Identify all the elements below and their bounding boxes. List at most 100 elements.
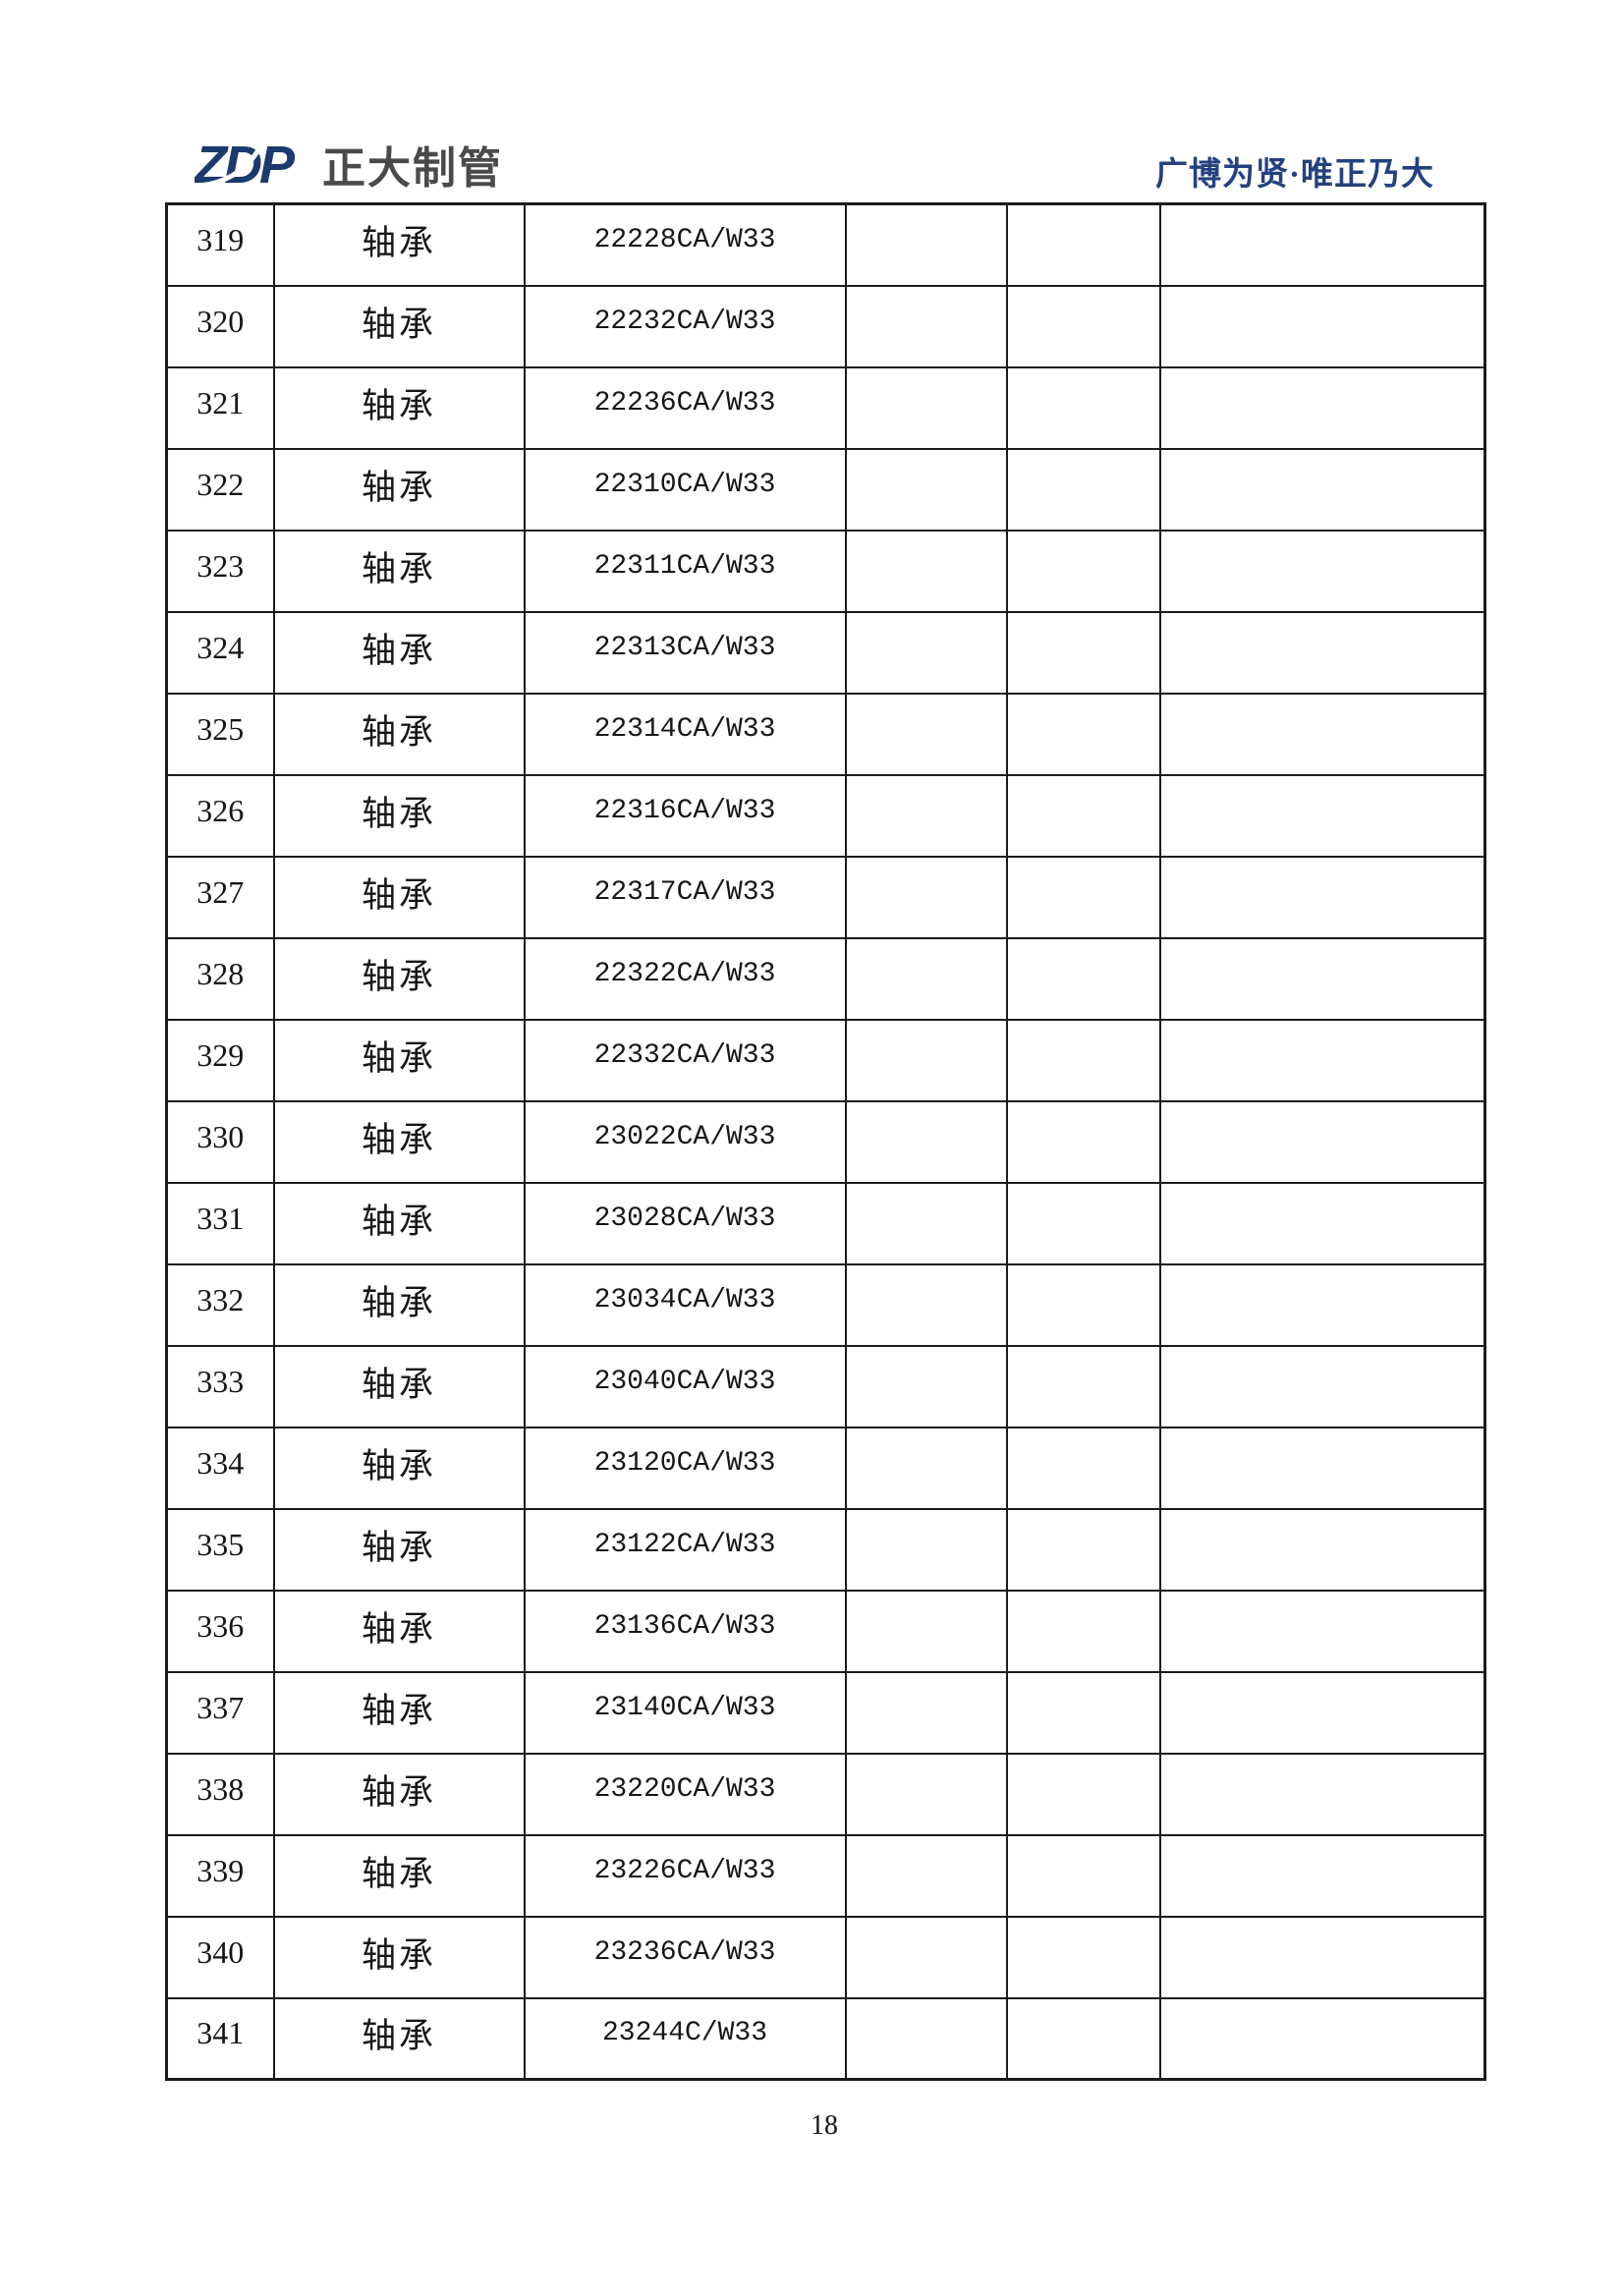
empty-cell-1 [844, 1344, 1008, 1428]
row-number-cell: 319 [165, 202, 275, 287]
empty-cell-1 [844, 1507, 1008, 1592]
model-cell: 23028CA/W33 [523, 1181, 847, 1265]
empty-cell-2 [1005, 447, 1161, 532]
empty-cell-2 [1005, 1670, 1161, 1755]
model-cell: 22232CA/W33 [523, 284, 847, 368]
item-name-cell: 轴承 [272, 1670, 526, 1755]
item-name-cell: 轴承 [272, 692, 526, 776]
row-number-cell: 338 [165, 1752, 275, 1836]
table-row: 338 轴承 23220CA/W33 [165, 1752, 1486, 1836]
empty-cell-2 [1005, 773, 1161, 858]
row-number-cell: 326 [165, 773, 275, 858]
model-cell: 22317CA/W33 [523, 855, 847, 939]
item-name-cell: 轴承 [272, 1507, 526, 1592]
row-number-cell: 323 [165, 529, 275, 613]
row-number-cell: 327 [165, 855, 275, 939]
empty-cell-1 [844, 1670, 1008, 1755]
empty-cell-3 [1158, 1996, 1486, 2081]
table-row: 332 轴承 23034CA/W33 [165, 1262, 1486, 1347]
model-cell: 23122CA/W33 [523, 1507, 847, 1592]
empty-cell-3 [1158, 284, 1486, 368]
empty-cell-3 [1158, 610, 1486, 695]
empty-cell-2 [1005, 692, 1161, 776]
row-number-cell: 332 [165, 1262, 275, 1347]
table-row: 333 轴承 23040CA/W33 [165, 1344, 1486, 1428]
empty-cell-1 [844, 936, 1008, 1021]
item-name-cell: 轴承 [272, 1996, 526, 2081]
model-cell: 22310CA/W33 [523, 447, 847, 532]
table-row: 322 轴承 22310CA/W33 [165, 447, 1486, 532]
parts-table: 319 轴承 22228CA/W33 320 轴承 22232CA/W33 32… [165, 202, 1486, 2081]
item-name-cell: 轴承 [272, 202, 526, 287]
row-number-cell: 322 [165, 447, 275, 532]
empty-cell-1 [844, 447, 1008, 532]
table-row: 319 轴承 22228CA/W33 [165, 202, 1486, 287]
model-cell: 23220CA/W33 [523, 1752, 847, 1836]
row-number-cell: 336 [165, 1589, 275, 1673]
empty-cell-3 [1158, 1670, 1486, 1755]
item-name-cell: 轴承 [272, 1589, 526, 1673]
logo-swoosh-icon [195, 146, 262, 189]
empty-cell-2 [1005, 365, 1161, 450]
row-number-cell: 320 [165, 284, 275, 368]
empty-cell-1 [844, 1426, 1008, 1510]
empty-cell-2 [1005, 529, 1161, 613]
logo-graphic: ZDP 正大制管 [193, 136, 503, 195]
table-row: 337 轴承 23140CA/W33 [165, 1670, 1486, 1755]
row-number-cell: 331 [165, 1181, 275, 1265]
empty-cell-1 [844, 1018, 1008, 1102]
table-row: 323 轴承 22311CA/W33 [165, 529, 1486, 613]
row-number-cell: 337 [165, 1670, 275, 1755]
logo-company-text: 正大制管 [322, 144, 503, 193]
empty-cell-3 [1158, 1181, 1486, 1265]
empty-cell-1 [844, 284, 1008, 368]
model-cell: 22316CA/W33 [523, 773, 847, 858]
model-cell: 23120CA/W33 [523, 1426, 847, 1510]
item-name-cell: 轴承 [272, 855, 526, 939]
empty-cell-2 [1005, 855, 1161, 939]
empty-cell-3 [1158, 1507, 1486, 1592]
empty-cell-3 [1158, 692, 1486, 776]
row-number-cell: 329 [165, 1018, 275, 1102]
empty-cell-1 [844, 529, 1008, 613]
empty-cell-1 [844, 1915, 1008, 1999]
empty-cell-3 [1158, 365, 1486, 450]
model-cell: 22236CA/W33 [523, 365, 847, 450]
empty-cell-1 [844, 1589, 1008, 1673]
empty-cell-1 [844, 1099, 1008, 1184]
table-row: 327 轴承 22317CA/W33 [165, 855, 1486, 939]
table-row: 320 轴承 22232CA/W33 [165, 284, 1486, 368]
empty-cell-2 [1005, 1507, 1161, 1592]
model-cell: 22228CA/W33 [523, 202, 847, 287]
item-name-cell: 轴承 [272, 936, 526, 1021]
empty-cell-2 [1005, 1181, 1161, 1265]
empty-cell-3 [1158, 773, 1486, 858]
row-number-cell: 330 [165, 1099, 275, 1184]
item-name-cell: 轴承 [272, 1915, 526, 1999]
item-name-cell: 轴承 [272, 365, 526, 450]
model-cell: 23040CA/W33 [523, 1344, 847, 1428]
empty-cell-3 [1158, 1018, 1486, 1102]
model-cell: 23136CA/W33 [523, 1589, 847, 1673]
row-number-cell: 341 [165, 1996, 275, 2081]
row-number-cell: 324 [165, 610, 275, 695]
empty-cell-3 [1158, 1344, 1486, 1428]
empty-cell-3 [1158, 1589, 1486, 1673]
empty-cell-1 [844, 1262, 1008, 1347]
table-row: 340 轴承 23236CA/W33 [165, 1915, 1486, 1999]
empty-cell-3 [1158, 855, 1486, 939]
model-cell: 23236CA/W33 [523, 1915, 847, 1999]
table-row: 334 轴承 23120CA/W33 [165, 1426, 1486, 1510]
empty-cell-3 [1158, 529, 1486, 613]
row-number-cell: 325 [165, 692, 275, 776]
row-number-cell: 340 [165, 1915, 275, 1999]
table-row: 330 轴承 23022CA/W33 [165, 1099, 1486, 1184]
model-cell: 22322CA/W33 [523, 936, 847, 1021]
empty-cell-1 [844, 692, 1008, 776]
empty-cell-1 [844, 610, 1008, 695]
empty-cell-3 [1158, 447, 1486, 532]
item-name-cell: 轴承 [272, 1344, 526, 1428]
empty-cell-2 [1005, 610, 1161, 695]
model-cell: 23022CA/W33 [523, 1099, 847, 1184]
